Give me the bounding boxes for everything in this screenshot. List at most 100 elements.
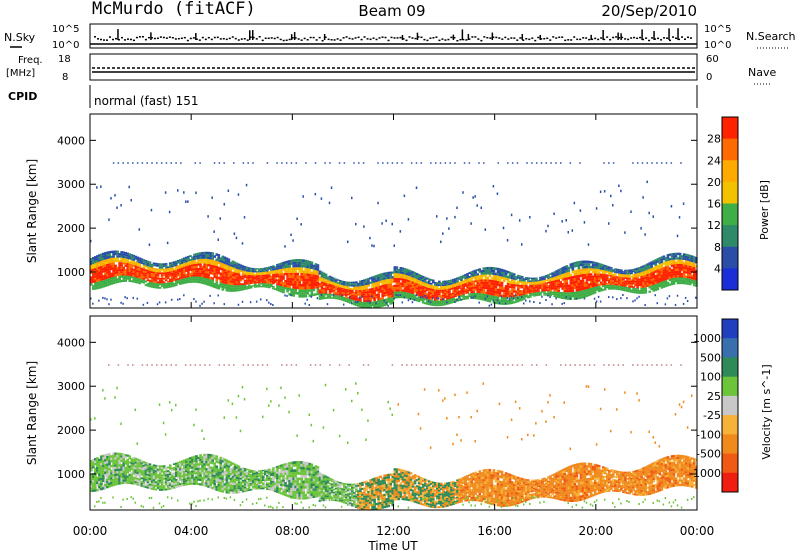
- velocity-cell: [146, 475, 150, 478]
- power-cell: [547, 274, 550, 276]
- power-cell: [132, 280, 136, 283]
- power-cell: [417, 274, 421, 277]
- power-cell: [516, 298, 520, 301]
- power-cell: [591, 282, 595, 285]
- power-cell: [185, 262, 188, 265]
- power-cell: [330, 279, 334, 282]
- power-cell: [674, 257, 678, 260]
- power-cell: [282, 261, 285, 265]
- power-cell: [533, 291, 536, 293]
- velocity-cell: [136, 464, 140, 467]
- power-cell: [496, 296, 500, 300]
- power-cell: [235, 272, 239, 275]
- power-cell: [361, 291, 364, 294]
- power-cell: [174, 262, 178, 265]
- power-cell: [241, 283, 245, 285]
- power-cell: [543, 279, 546, 282]
- power-cell: [179, 264, 182, 267]
- power-cell: [290, 262, 293, 265]
- power-cell: [251, 276, 255, 279]
- power-cell: [601, 288, 605, 291]
- power-cell: [484, 291, 488, 294]
- power-cell: [241, 268, 245, 271]
- power-cell: [185, 273, 188, 276]
- power-cell: [498, 291, 502, 295]
- power-cell: [314, 270, 318, 273]
- power-cell: [634, 275, 637, 278]
- power-cell: [278, 269, 281, 272]
- power-cell: [466, 295, 469, 298]
- power-cell: [170, 283, 174, 286]
- power-cell: [243, 271, 247, 273]
- power-cell: [614, 274, 617, 276]
- velocity-cell: [128, 461, 132, 464]
- nsky-point: [516, 39, 519, 41]
- power-cell: [270, 277, 273, 280]
- power-cell: [620, 272, 623, 274]
- power-cell: [379, 302, 382, 305]
- power-cell: [197, 278, 200, 281]
- power-cell: [138, 257, 142, 260]
- velocity-cell: [144, 476, 148, 479]
- power-cell: [257, 279, 261, 281]
- power-cell: [593, 286, 597, 290]
- power-cell: [174, 276, 178, 279]
- power-cell: [144, 280, 148, 283]
- power-scatter: [458, 296, 460, 299]
- velocity-cell: [146, 464, 150, 467]
- power-cell: [660, 265, 664, 268]
- power-cell: [452, 290, 455, 293]
- power-cell: [272, 279, 275, 281]
- power-scatter: [510, 213, 513, 217]
- power-cell: [395, 275, 399, 278]
- power-cell: [431, 302, 435, 305]
- power-cell: [330, 289, 334, 291]
- power-cell: [468, 275, 471, 278]
- power-cell: [148, 265, 152, 267]
- power-cell: [656, 285, 660, 288]
- power-cell: [634, 273, 637, 276]
- power-cell: [674, 275, 678, 278]
- power-cell: [148, 285, 152, 288]
- power-cell: [253, 271, 257, 273]
- power-cell: [102, 270, 105, 273]
- power-cell: [183, 268, 186, 271]
- power-cell: [543, 282, 546, 285]
- power-noise-dot: [540, 162, 543, 164]
- power-cell: [243, 281, 247, 284]
- power-scatter: [686, 300, 689, 303]
- power-cell: [405, 290, 409, 293]
- power-cell: [399, 273, 403, 276]
- power-cell: [284, 263, 287, 266]
- power-cell: [211, 262, 215, 265]
- power-noise-dot: [247, 162, 249, 164]
- power-cell: [628, 287, 631, 290]
- power-cell: [304, 275, 308, 279]
- power-cell: [387, 290, 391, 294]
- power-cell: [431, 300, 435, 303]
- power-cell: [676, 279, 680, 282]
- power-cell: [170, 285, 174, 288]
- power-cell: [607, 268, 611, 270]
- velocity-cell: [154, 464, 158, 467]
- velocity-scatter: [142, 505, 145, 508]
- power-cell: [440, 298, 443, 301]
- power-cell: [227, 260, 231, 264]
- power-cell: [577, 269, 581, 272]
- velocity-cell: [126, 465, 130, 468]
- power-scatter: [207, 215, 209, 218]
- nsky-point: [624, 38, 627, 40]
- power-cell: [397, 268, 401, 272]
- velocity-cell: [154, 475, 158, 478]
- power-cell: [632, 287, 635, 290]
- power-cell: [286, 260, 289, 264]
- power-cell: [264, 284, 267, 287]
- power-cell: [575, 264, 579, 267]
- power-cell: [496, 293, 500, 297]
- power-cell: [156, 274, 160, 276]
- power-cell: [389, 281, 393, 284]
- power-cell: [221, 260, 225, 264]
- power-cell: [166, 280, 170, 283]
- power-cell: [288, 260, 291, 263]
- velocity-cell: [90, 462, 93, 465]
